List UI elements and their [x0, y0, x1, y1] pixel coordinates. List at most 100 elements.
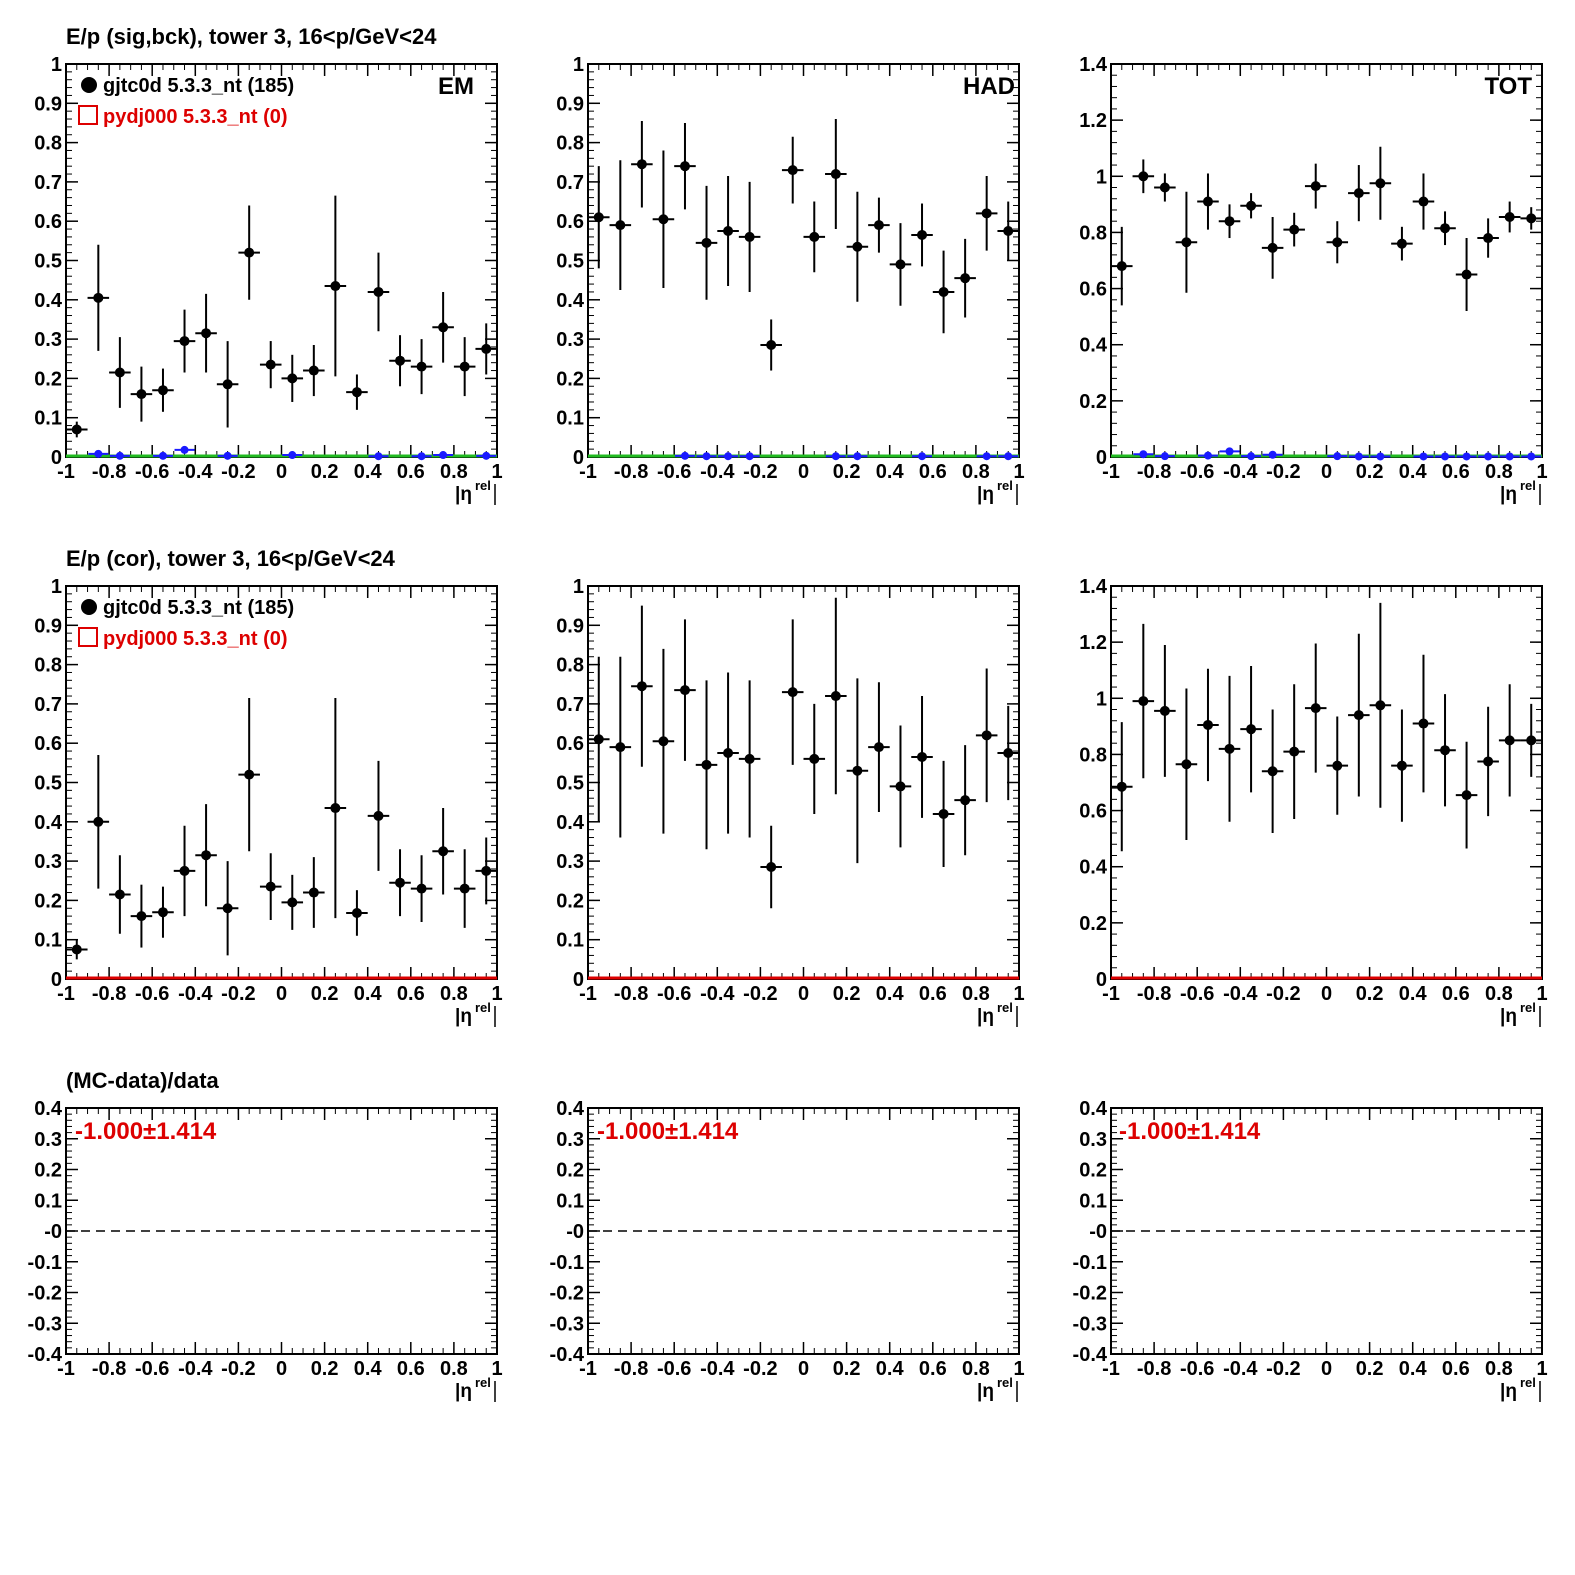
bck-point	[439, 451, 448, 460]
x-tick-label: -0.2	[221, 461, 255, 483]
panel-raw-tot: -1 -0.8 -0.6 -0.4 -0.2 0 0.2 0.4 0.6 0.8 1 0 0.2 0.4 0…	[1079, 54, 1548, 505]
y-tick-label: 0.6	[556, 211, 584, 233]
data-point	[593, 734, 604, 745]
data-point	[1483, 233, 1494, 244]
x-axis-label: |η	[455, 1381, 472, 1402]
data-point	[157, 907, 168, 918]
y-tick-label: -0.2	[28, 1283, 62, 1305]
data-point	[136, 389, 147, 400]
y-tick-label: -0	[1089, 1221, 1107, 1243]
bck-point	[853, 452, 862, 461]
data-point	[93, 292, 104, 303]
y-tick-label: 0.2	[1079, 391, 1107, 413]
x-tick-label: 0.6	[1442, 1358, 1470, 1380]
data-point	[1504, 735, 1515, 746]
data-point	[1267, 242, 1278, 253]
x-tick-label: 0.2	[311, 983, 339, 1005]
data-point	[1310, 703, 1321, 714]
x-axis-label: |η	[1500, 1006, 1517, 1027]
y-tick-label: 0.4	[1079, 857, 1108, 879]
y-tick-label: -0.1	[28, 1252, 62, 1274]
data-point	[1246, 724, 1257, 735]
x-tick-label: 1	[1536, 1358, 1547, 1380]
y-tick-label: 0.1	[556, 408, 584, 430]
data-point	[873, 220, 884, 231]
y-tick-label: 0.2	[556, 1160, 584, 1182]
x-tick-label: 0.6	[1442, 983, 1470, 1005]
x-tick-label: 0	[276, 461, 287, 483]
y-tick-label: 1.4	[1079, 54, 1108, 76]
data-point	[636, 159, 647, 170]
data-point	[287, 897, 298, 908]
data-point	[1246, 200, 1257, 211]
bck-point	[1505, 452, 1514, 461]
x-tick-label: 0.4	[1399, 1358, 1428, 1380]
x-tick-label: -0.8	[92, 983, 126, 1005]
y-tick-label: 0.2	[34, 890, 62, 912]
bck-point	[158, 451, 167, 460]
data-point	[938, 286, 949, 297]
x-tick-label: -0.2	[743, 983, 777, 1005]
data-point	[1181, 237, 1192, 248]
data-point	[330, 803, 341, 814]
data-point	[873, 742, 884, 753]
x-tick-label: -0.4	[178, 983, 213, 1005]
x-tick-label: -0.2	[743, 461, 777, 483]
x-tick-label: 0	[276, 1358, 287, 1380]
data-point	[1224, 216, 1235, 227]
y-tick-label: 1	[573, 54, 584, 76]
x-tick-label: -1	[1102, 1358, 1120, 1380]
x-tick-label: 0	[276, 983, 287, 1005]
data-point	[114, 889, 125, 900]
bck-point	[1354, 452, 1363, 461]
y-tick-label: 1	[51, 54, 62, 76]
panel-label-tot: TOT	[1484, 73, 1532, 100]
y-tick-label: 0.6	[1079, 801, 1107, 823]
data-point	[201, 328, 212, 339]
data-point	[287, 373, 298, 384]
legend-mc-marker	[78, 105, 98, 125]
y-tick-label: 0.8	[556, 655, 584, 677]
x-tick-label: 0.4	[354, 983, 383, 1005]
data-point	[895, 259, 906, 270]
legend-data-label: gjtc0d 5.3.3_nt (185)	[103, 597, 294, 619]
y-tick-label: 0.8	[1079, 222, 1107, 244]
data-point	[395, 877, 406, 888]
x-axis-label-sup: rel	[1520, 1000, 1536, 1015]
bck-point	[417, 452, 426, 461]
bck-point	[1139, 450, 1148, 459]
y-tick-label: 0.6	[1079, 279, 1107, 301]
x-tick-label: -0.2	[1266, 1358, 1300, 1380]
y-tick-label: 1.2	[1079, 632, 1107, 654]
data-point	[852, 241, 863, 252]
data-point	[1504, 211, 1515, 222]
y-tick-label: 0.4	[34, 812, 63, 834]
data-point	[136, 911, 147, 922]
y-tick-label: 0.6	[34, 733, 62, 755]
y-tick-label: -0.2	[550, 1283, 584, 1305]
x-tick-label: 0.6	[397, 983, 425, 1005]
panel-cor-em: -1 -0.8 -0.6 -0.4 -0.2 0 0.2 0.4 0.6 0.8 1 0 0.1 0.2 0…	[34, 576, 503, 1027]
x-tick-label: -0.4	[1223, 1358, 1258, 1380]
y-tick-label: 0.1	[556, 930, 584, 952]
y-tick-label: 0.9	[556, 93, 584, 115]
panel-cor-tot: -1 -0.8 -0.6 -0.4 -0.2 0 0.2 0.4 0.6 0.8 1 0 0.2 0.4 0…	[1079, 576, 1548, 1027]
x-tick-label: 0.2	[833, 461, 861, 483]
data-point	[593, 212, 604, 223]
bck-point	[1268, 450, 1277, 459]
data-point	[615, 220, 626, 231]
x-tick-label: -0.4	[700, 983, 735, 1005]
y-tick-label: 0.7	[34, 172, 62, 194]
y-tick-label: 0.8	[34, 655, 62, 677]
y-tick-label: 0.8	[1079, 744, 1107, 766]
bck-point	[1333, 452, 1342, 461]
x-tick-label: -0.8	[614, 983, 648, 1005]
data-point	[1310, 181, 1321, 192]
data-point	[308, 887, 319, 898]
data-point	[787, 687, 798, 698]
x-tick-label: -0.2	[1266, 461, 1300, 483]
bck-point	[1225, 447, 1234, 456]
y-tick-label: 0.3	[556, 851, 584, 873]
bck-point	[1247, 452, 1256, 461]
data-point	[157, 385, 168, 396]
